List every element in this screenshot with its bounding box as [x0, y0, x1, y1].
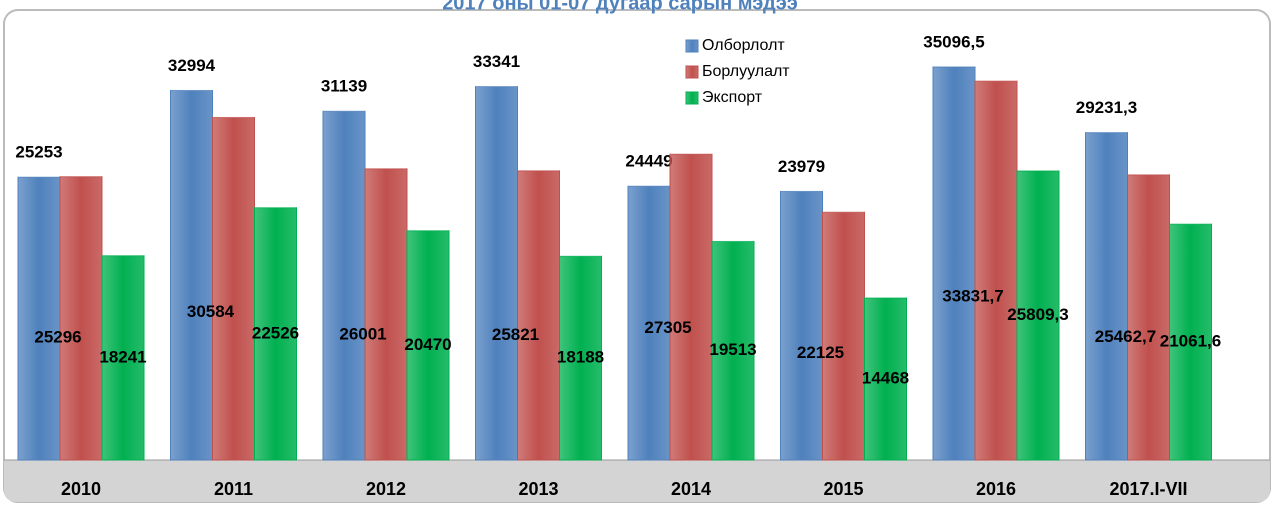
bar	[322, 110, 366, 461]
bar	[559, 255, 602, 461]
bar-cap	[365, 162, 407, 169]
bar-cap	[60, 170, 102, 177]
bar	[1085, 132, 1128, 461]
x-tick-label: 2017.I-VII	[1109, 479, 1187, 499]
bar-cap	[864, 291, 907, 298]
bar-cap	[1169, 218, 1212, 225]
bar-cap	[18, 171, 60, 178]
data-label: 33831,7	[942, 287, 1003, 306]
data-label: 24449	[625, 152, 672, 171]
data-label: 29231,3	[1076, 98, 1137, 117]
x-tick-label: 2013	[518, 479, 558, 499]
bar	[517, 170, 560, 461]
bar-cap	[822, 206, 865, 213]
data-label: 33341	[473, 52, 520, 71]
data-label: 18188	[557, 348, 604, 367]
data-label: 21061,6	[1160, 332, 1221, 351]
bar	[1127, 174, 1170, 461]
bar	[212, 116, 255, 461]
bar	[59, 176, 103, 461]
x-tick-label: 2016	[976, 479, 1016, 499]
data-label: 18241	[99, 347, 146, 366]
bar-cap	[780, 185, 823, 192]
data-label: 20470	[404, 335, 451, 354]
x-tick-label: 2010	[61, 479, 101, 499]
bar-cap	[407, 224, 449, 231]
legend-swatch	[685, 91, 699, 105]
bar	[17, 176, 61, 461]
bar	[864, 297, 907, 461]
legend-label: Борлуулалт	[702, 63, 790, 80]
data-label: 26001	[339, 324, 386, 343]
data-label: 30584	[187, 302, 235, 321]
data-label: 14468	[862, 368, 909, 387]
bar-cap	[559, 250, 602, 257]
data-label: 22526	[252, 323, 299, 342]
bar-cap	[670, 148, 712, 155]
bar	[711, 240, 755, 461]
bar	[627, 185, 671, 461]
bar-cap	[475, 80, 518, 87]
bar	[822, 211, 865, 461]
bar-cap	[1127, 168, 1170, 175]
data-label: 25809,3	[1007, 305, 1068, 324]
bar	[669, 153, 713, 461]
data-label: 32994	[168, 56, 216, 75]
x-tick-label: 2011	[214, 479, 253, 499]
bar-cap	[254, 201, 297, 208]
legend-label: Экспорт	[702, 89, 763, 106]
data-label: 25462,7	[1095, 327, 1156, 346]
x-tick-label: 2014	[671, 479, 711, 499]
data-label: 25821	[492, 325, 539, 344]
bar	[170, 89, 213, 461]
x-tick-label: 2015	[823, 479, 863, 499]
bar	[364, 168, 408, 461]
bar-cap	[212, 111, 255, 118]
bar-cap	[102, 249, 144, 256]
legend-label: Олборлолт	[702, 37, 785, 54]
bar-cap	[517, 164, 560, 171]
bar	[1016, 170, 1060, 461]
bar	[406, 230, 450, 461]
data-label: 31139	[321, 77, 367, 96]
bar-cap	[323, 105, 365, 112]
bar	[780, 190, 823, 461]
bar	[974, 80, 1018, 461]
bar-cap	[975, 75, 1017, 82]
bar-cap	[1017, 164, 1059, 171]
bar	[932, 66, 976, 461]
bar	[101, 255, 145, 461]
data-label: 35096,5	[923, 32, 984, 51]
floor	[4, 460, 1270, 502]
x-tick-label: 2012	[366, 479, 406, 499]
bar	[475, 86, 518, 461]
data-label: 22125	[797, 343, 844, 362]
data-label: 25253	[15, 143, 62, 162]
chart-title: 2017 оны 01-07 дугаар сарын мэдээ	[442, 0, 798, 14]
bar-cap	[933, 60, 975, 67]
legend-swatch	[685, 65, 699, 79]
bar-cap	[1085, 126, 1128, 133]
bar	[254, 207, 297, 461]
data-label: 25296	[34, 328, 81, 347]
bar-cap	[712, 235, 754, 242]
data-label: 23979	[778, 157, 825, 176]
legend-swatch	[685, 39, 699, 53]
data-label: 27305	[644, 318, 691, 337]
data-label: 19513	[709, 340, 756, 359]
bar	[1169, 223, 1212, 461]
bar-cap	[170, 84, 213, 91]
bar-cap	[628, 180, 670, 187]
